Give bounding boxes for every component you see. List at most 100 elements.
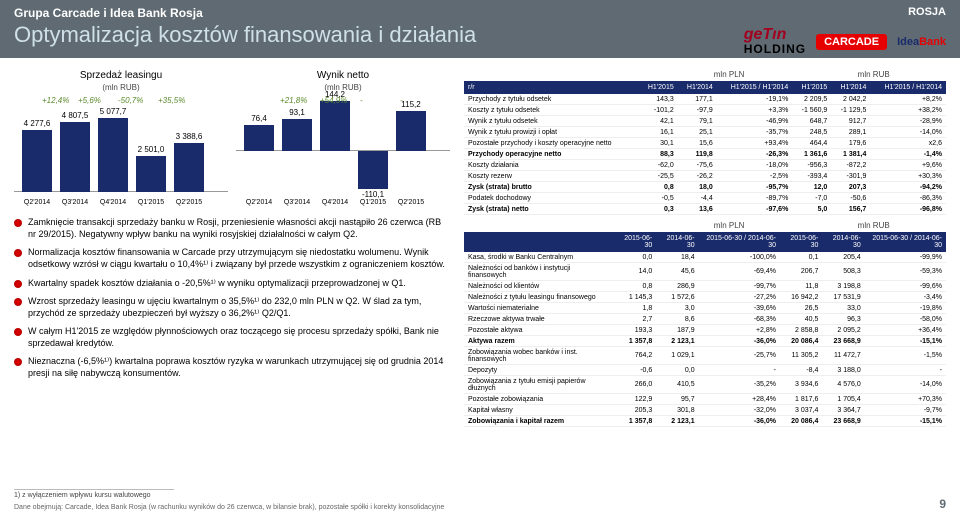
cell: -58,0%: [865, 314, 946, 325]
cell: 26,5: [780, 303, 822, 314]
col-header: 2014-06-30: [822, 232, 864, 252]
cell: -14,0%: [870, 127, 946, 138]
axis-label: Q3'2014: [284, 199, 310, 206]
cell: +28,4%: [699, 394, 780, 405]
bar: [244, 125, 274, 151]
cell: 912,7: [831, 116, 870, 127]
cell: Aktywa razem: [464, 336, 614, 347]
cell: +3,3%: [717, 105, 793, 116]
cell: 0,3: [639, 204, 678, 215]
cell: 193,3: [614, 325, 656, 336]
cell: 3 364,7: [822, 405, 864, 416]
table-row: Zysk (strata) netto0,313,6-97,6%5,0156,7…: [464, 204, 946, 215]
cell: 23 668,9: [822, 336, 864, 347]
cell: 2 858,8: [780, 325, 822, 336]
cell: -35,2%: [699, 376, 780, 394]
cell: -25,5: [639, 171, 678, 182]
cell: 1 357,8: [614, 336, 656, 347]
cell: -68,3%: [699, 314, 780, 325]
cell: 0,0: [656, 365, 698, 376]
bar: [282, 119, 312, 151]
cell: -75,6: [678, 160, 717, 171]
bar-label: 2 501,0: [138, 145, 165, 154]
cell: -14,0%: [865, 376, 946, 394]
axis-label: Q4'2014: [100, 199, 126, 206]
cell: Należności od klientów: [464, 281, 614, 292]
cell: Podatek dochodowy: [464, 193, 639, 204]
cell: +8,2%: [870, 94, 946, 105]
cell: Kapitał własny: [464, 405, 614, 416]
cell: -872,2: [831, 160, 870, 171]
cell: 95,7: [656, 394, 698, 405]
cell: -96,8%: [870, 204, 946, 215]
cell: 301,8: [656, 405, 698, 416]
getin-logo-sub: HOLDING: [744, 42, 806, 56]
col-header: 2015-06-30: [614, 232, 656, 252]
cell: 0,8: [639, 182, 678, 193]
cell: 0,8: [614, 281, 656, 292]
bar-label: 3 388,6: [176, 132, 203, 141]
cell: -7,0: [792, 193, 831, 204]
unit-pln: mln PLN: [657, 221, 802, 230]
cell: Pozostałe zobowiązania: [464, 394, 614, 405]
col-header: 2014-06-30: [656, 232, 698, 252]
table-row: Pozostałe zobowiązania122,995,7+28,4%1 8…: [464, 394, 946, 405]
bar-label: 4 807,5: [62, 111, 89, 120]
cell: -94,2%: [870, 182, 946, 193]
cell: 205,3: [614, 405, 656, 416]
cell: 20 086,4: [780, 416, 822, 427]
cell: 1 361,6: [792, 149, 831, 160]
cell: -59,3%: [865, 263, 946, 281]
cell: 30,1: [639, 138, 678, 149]
cell: -101,2: [639, 105, 678, 116]
cell: 18,4: [656, 252, 698, 263]
cell: -0,5: [639, 193, 678, 204]
table-row: Zysk (strata) brutto0,818,0-95,7%12,0207…: [464, 182, 946, 193]
bar: [22, 130, 52, 192]
logos: geTın HOLDING CARCADE IdeaBank: [744, 28, 946, 56]
right-column: mln PLN mln RUB r/rH1'2015H1'2014H1'2015…: [460, 66, 960, 515]
cell: -4,4: [678, 193, 717, 204]
cell: Zysk (strata) netto: [464, 204, 639, 215]
bullet-list: Zamknięcie transakcji sprzedaży banku w …: [14, 216, 450, 380]
cell: Zobowiązania wobec banków i inst. finans…: [464, 347, 614, 365]
col-header: 2015-06-30 / 2014-06-30: [865, 232, 946, 252]
cell: Należności z tytułu leasingu finansowego: [464, 292, 614, 303]
cell: -27,2%: [699, 292, 780, 303]
cell: Pozostałe przychody i koszty operacyjne …: [464, 138, 639, 149]
axis-label: Q4'2014: [322, 199, 348, 206]
source-note: Dane obejmują: Carcade, Idea Bank Rosja …: [14, 504, 444, 511]
cell: 764,2: [614, 347, 656, 365]
cell: 8,6: [656, 314, 698, 325]
cell: -32,0%: [699, 405, 780, 416]
cell: 206,7: [780, 263, 822, 281]
cell: 5,0: [792, 204, 831, 215]
cell: -8,4: [780, 365, 822, 376]
axis-label: Q3'2014: [62, 199, 88, 206]
table-row: Należności z tytułu leasingu finansowego…: [464, 292, 946, 303]
cell: -19,1%: [717, 94, 793, 105]
col-header: H1'2015: [639, 81, 678, 94]
cell: 13,6: [678, 204, 717, 215]
cell: 88,3: [639, 149, 678, 160]
cell: -46,9%: [717, 116, 793, 127]
bar: [60, 122, 90, 192]
table-row: Rzeczowe aktywa trwałe2,78,6-68,3%40,596…: [464, 314, 946, 325]
cell: -86,3%: [870, 193, 946, 204]
cell: 2 095,2: [822, 325, 864, 336]
cell: -956,3: [792, 160, 831, 171]
cell: Należności od banków i instytucji finans…: [464, 263, 614, 281]
unit-pln: mln PLN: [657, 70, 802, 79]
table-row: Wynik z tytułu odsetek42,179,1-46,9%648,…: [464, 116, 946, 127]
cell: -99,6%: [865, 281, 946, 292]
cell: -26,3%: [717, 149, 793, 160]
col-header: H1'2015 / H1'2014: [870, 81, 946, 94]
cell: Zysk (strata) brutto: [464, 182, 639, 193]
chart-title: Wynik netto: [236, 70, 450, 81]
cell: 11 472,7: [822, 347, 864, 365]
cell: -69,4%: [699, 263, 780, 281]
cell: 248,5: [792, 127, 831, 138]
cell: 23 668,9: [822, 416, 864, 427]
cell: 187,9: [656, 325, 698, 336]
cell: -15,1%: [865, 336, 946, 347]
